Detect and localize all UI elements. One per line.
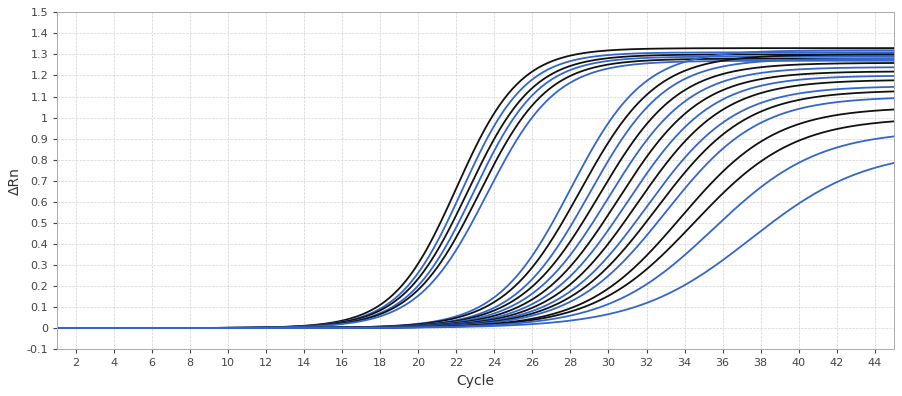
X-axis label: Cycle: Cycle — [456, 374, 494, 388]
Y-axis label: ΔRn: ΔRn — [8, 167, 23, 195]
